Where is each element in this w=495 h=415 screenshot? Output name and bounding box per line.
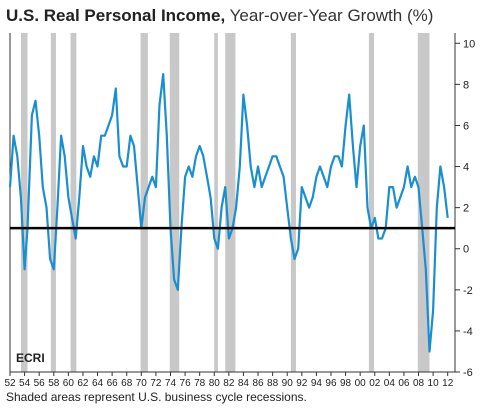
chart-title: U.S. Real Personal Income, Year-over-Yea… (6, 6, 433, 26)
y-tick-label: 4 (463, 162, 469, 174)
y-tick-label: 8 (463, 79, 469, 91)
y-tick-label: -6 (463, 367, 473, 379)
x-tick-label: 96 (325, 378, 337, 389)
x-tick-label: 52 (4, 378, 16, 389)
x-tick-label: 62 (77, 378, 89, 389)
recession-band (169, 33, 180, 372)
x-tick-label: 70 (136, 378, 148, 389)
x-tick-label: 86 (252, 378, 264, 389)
x-tick-label: 58 (48, 378, 60, 389)
chart-caption: Shaded areas represent U.S. business cyc… (6, 390, 307, 404)
x-tick-label: 10 (428, 378, 440, 389)
x-tick-label: 90 (282, 378, 294, 389)
ecri-logo: ECRI (16, 351, 45, 365)
x-tick-label: 84 (238, 378, 250, 389)
x-tick-label: 74 (165, 378, 177, 389)
recession-band (225, 33, 236, 372)
y-tick-label: 2 (463, 203, 469, 215)
x-tick-label: 04 (384, 378, 396, 389)
chart-title-light: Year-over-Year Growth (%) (229, 6, 434, 25)
x-tick-label: 68 (121, 378, 133, 389)
recession-band (417, 33, 430, 372)
x-tick-label: 98 (340, 378, 352, 389)
recession-band (214, 33, 218, 372)
recession-band (50, 33, 56, 372)
x-tick-label: 56 (34, 378, 46, 389)
y-tick-label: 10 (463, 38, 475, 50)
x-tick-label: 54 (19, 378, 31, 389)
x-tick-label: 08 (413, 378, 425, 389)
x-tick-label: 66 (107, 378, 119, 389)
recession-band (290, 33, 296, 372)
x-tick-label: 82 (223, 378, 235, 389)
y-tick-label: -4 (463, 326, 473, 338)
x-tick-label: 76 (180, 378, 192, 389)
series-line (8, 73, 449, 353)
x-tick-label: 92 (296, 378, 308, 389)
x-tick-label: 80 (209, 378, 221, 389)
x-tick-label: 88 (267, 378, 279, 389)
x-tick-label: 60 (63, 378, 75, 389)
y-tick-label: 6 (463, 120, 469, 132)
recession-band (70, 33, 77, 372)
x-tick-label: 06 (398, 378, 410, 389)
x-tick-label: 12 (442, 378, 454, 389)
x-tick-label: 64 (92, 378, 104, 389)
y-tick-label: -2 (463, 285, 473, 297)
y-tick-label: 0 (463, 244, 469, 256)
chart-title-bold: U.S. Real Personal Income, (6, 6, 226, 25)
x-tick-label: 72 (150, 378, 162, 389)
x-tick-label: 94 (311, 378, 323, 389)
x-tick-label: 02 (369, 378, 381, 389)
x-tick-label: 00 (355, 378, 367, 389)
recession-band (20, 33, 28, 372)
recession-band (368, 33, 375, 372)
x-tick-label: 78 (194, 378, 206, 389)
